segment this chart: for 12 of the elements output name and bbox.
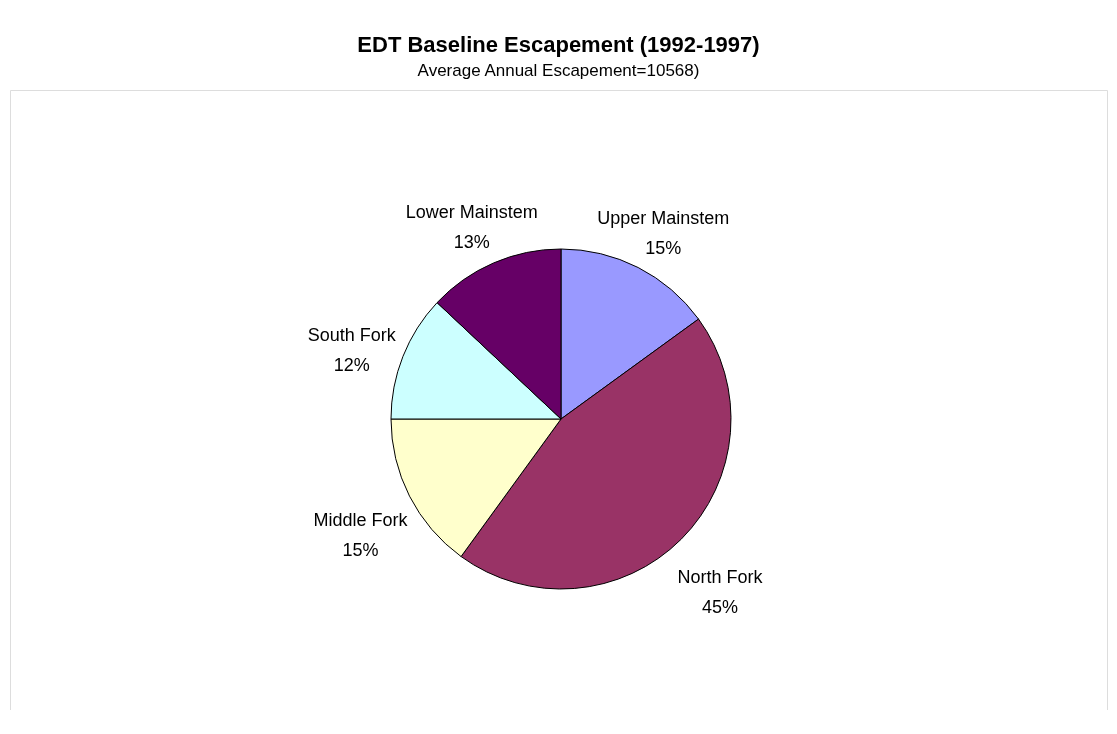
data-label: 15% (342, 540, 379, 561)
slice-label: Upper Mainstem (597, 207, 730, 228)
data-label: 15% (645, 237, 682, 258)
slice-label: Middle Fork (313, 510, 409, 531)
chart-subtitle: Average Annual Escapement=10568) (417, 61, 700, 80)
data-label: 45% (702, 597, 739, 618)
data-label: 12% (333, 355, 370, 376)
chart-title: EDT Baseline Escapement (1992-1997) (357, 32, 760, 57)
slice-label: Lower Mainstem (405, 201, 538, 222)
slice-label: North Fork (677, 567, 764, 588)
slice-label: South Fork (307, 325, 397, 346)
data-label: 13% (453, 231, 490, 252)
